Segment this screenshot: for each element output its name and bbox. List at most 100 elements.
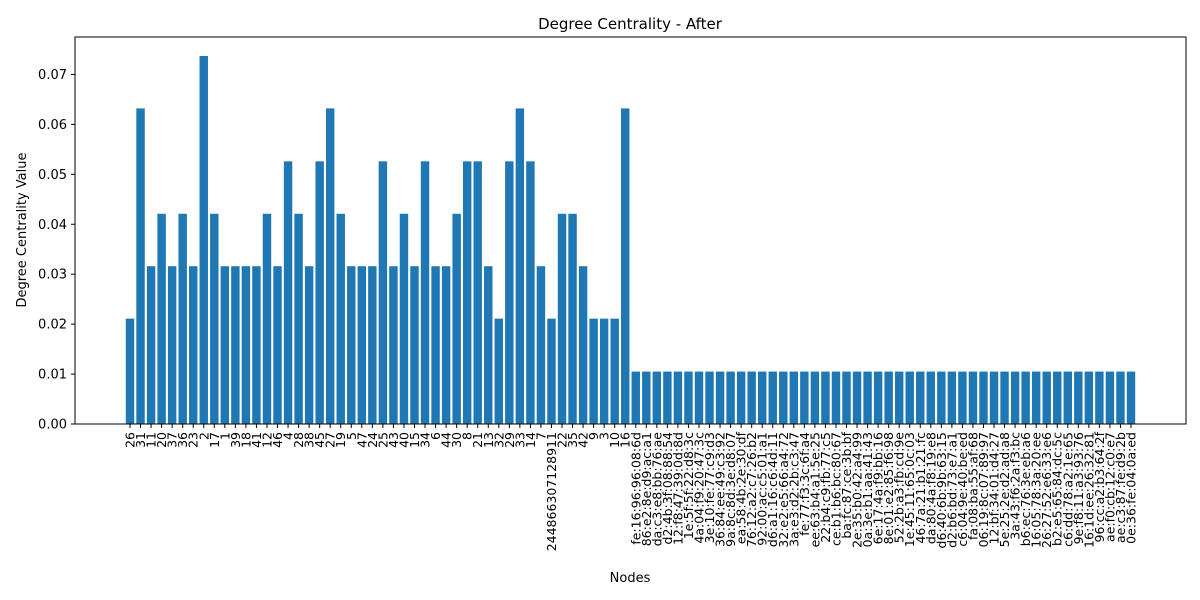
bar bbox=[1053, 371, 1062, 424]
x-axis: 2631112037362321713918411246428384527195… bbox=[123, 424, 1139, 551]
bar bbox=[979, 371, 988, 424]
bar bbox=[325, 108, 335, 424]
bar bbox=[262, 213, 272, 424]
y-tick-label: 0.06 bbox=[38, 118, 67, 133]
x-tick-label: 38 bbox=[302, 432, 317, 448]
x-tick-label: 3a:43:f6:2a:f3:bc bbox=[1008, 432, 1023, 540]
x-tick-label: 2 bbox=[196, 432, 211, 440]
bar bbox=[125, 318, 135, 424]
y-tick-label: 0.04 bbox=[38, 218, 67, 233]
bar bbox=[568, 213, 577, 424]
bar bbox=[1105, 371, 1115, 424]
x-tick-label: 46 bbox=[270, 432, 285, 448]
x-tick-label: ae:f0:cb:12:c0:e7 bbox=[1102, 432, 1117, 542]
x-tick-label: ba:fc:87:ce:3b:bf bbox=[839, 431, 854, 538]
x-tick-label: 44 bbox=[439, 432, 454, 448]
x-tick-label: 16 bbox=[618, 432, 633, 448]
bar bbox=[199, 55, 208, 424]
x-tick-label: 14 bbox=[523, 432, 538, 448]
bar bbox=[357, 266, 367, 424]
bar bbox=[873, 371, 883, 424]
x-tick-label: 31 bbox=[133, 432, 148, 448]
x-tick-label: 21 bbox=[470, 432, 485, 448]
x-tick-label: c6:dd:78:a2:1e:65 bbox=[1060, 432, 1075, 547]
x-tick-label: 10 bbox=[607, 432, 622, 448]
x-tick-label: 3a:e3:d2:2b:c3:47 bbox=[786, 432, 801, 547]
bar bbox=[462, 161, 472, 424]
x-tick-label: fe:77:f3:3c:6f:a4 bbox=[797, 432, 812, 536]
x-tick-label: ea:58:4b:2e:30:df bbox=[734, 431, 749, 544]
x-tick-label: 32:e2:e5:66:a4:72 bbox=[776, 432, 791, 548]
x-tick-label: 26 bbox=[123, 432, 138, 448]
x-tick-label: 43 bbox=[386, 432, 401, 448]
bar bbox=[736, 371, 746, 424]
x-tick-label: 13 bbox=[481, 432, 496, 448]
x-tick-label: 4 bbox=[281, 432, 296, 440]
bar bbox=[1126, 371, 1136, 424]
bar bbox=[315, 161, 324, 424]
x-tick-label: 47 bbox=[354, 432, 369, 448]
x-tick-label: ee:63:b4:a1:5e:25 bbox=[807, 432, 822, 547]
bar bbox=[241, 266, 251, 424]
x-tick-label: 86:e2:8e:d9:ac:a1 bbox=[639, 432, 654, 546]
bar bbox=[452, 213, 461, 424]
x-axis-label: Nodes bbox=[610, 571, 651, 586]
x-tick-label: da:c3:e8:bb:76:ae bbox=[649, 432, 664, 547]
x-tick-label: d6:a1:16:c6:4d:11 bbox=[765, 432, 780, 547]
x-tick-label: 5 bbox=[344, 432, 359, 440]
bar bbox=[178, 213, 187, 424]
bar bbox=[652, 371, 662, 424]
x-tick-label: 2e:35:b0:42:a4:99 bbox=[850, 432, 865, 548]
x-tick-label: 92:00:ac:c5:01:a1 bbox=[755, 432, 770, 546]
bar bbox=[631, 371, 640, 424]
bar bbox=[768, 371, 777, 424]
bar bbox=[726, 371, 735, 424]
x-tick-label: fa:08:ba:55:af:68 bbox=[965, 432, 980, 540]
bar bbox=[1010, 371, 1020, 424]
x-tick-label: 39 bbox=[228, 432, 243, 448]
x-tick-label: d2:b6:bd:73:e7:a1 bbox=[944, 432, 959, 548]
x-tick-label: 7 bbox=[533, 432, 548, 440]
x-tick-label: 18 bbox=[238, 432, 253, 448]
bar bbox=[252, 266, 261, 424]
x-tick-label: 28 bbox=[291, 432, 306, 448]
bar bbox=[905, 371, 914, 424]
y-axis: 0.00 0.01 0.02 0.03 0.04 0.05 0.06 0.07 bbox=[38, 68, 75, 433]
x-tick-label: 27 bbox=[323, 432, 338, 448]
x-tick-label: da:80:4a:f8:19:e8 bbox=[923, 432, 938, 544]
bar bbox=[589, 318, 598, 424]
bar bbox=[715, 371, 725, 424]
x-tick-label: 46:7a:21:b1:21:fc bbox=[913, 432, 928, 544]
bar bbox=[1084, 371, 1094, 424]
bar bbox=[1042, 371, 1051, 424]
bar bbox=[747, 371, 756, 424]
bar bbox=[1000, 371, 1009, 424]
bar bbox=[136, 108, 145, 424]
bar bbox=[842, 371, 851, 424]
x-tick-label: 26:27:52:e6:33:e6 bbox=[1039, 432, 1054, 548]
x-tick-label: 52:2b:a3:fb:cd:9e bbox=[892, 432, 907, 544]
x-tick-label: 3e:10:fe:77:c9:d3 bbox=[702, 432, 717, 543]
bar bbox=[947, 371, 957, 424]
x-tick-label: 4a:04:f9:20:47:3c bbox=[691, 432, 706, 544]
bar bbox=[231, 266, 240, 424]
bar bbox=[663, 371, 672, 424]
bar bbox=[473, 161, 482, 424]
x-tick-label: 16:05:78:3a:20:ee bbox=[1029, 432, 1044, 548]
x-tick-label: 9a:8c:8d:3e:d8:07 bbox=[723, 432, 738, 547]
x-tick-label: 11 bbox=[144, 432, 159, 448]
bar bbox=[536, 266, 546, 424]
x-tick-label: 6e:17:4a:f9:bb:16 bbox=[871, 432, 886, 544]
x-tick-label: 1e:5f:5f:22:d8:3c bbox=[681, 432, 696, 539]
x-tick-label: 12:bf:34:01:d4:27 bbox=[987, 432, 1002, 544]
plot-frame bbox=[74, 36, 1187, 425]
x-tick-label: 30 bbox=[449, 432, 464, 448]
x-tick-label: 244866307128911 bbox=[544, 432, 559, 551]
bar bbox=[852, 371, 862, 424]
bar bbox=[526, 161, 535, 424]
bar bbox=[642, 371, 651, 424]
bar bbox=[283, 161, 293, 424]
bar bbox=[1021, 371, 1030, 424]
x-tick-label: fe:16:96:96:08:6d bbox=[628, 432, 643, 545]
